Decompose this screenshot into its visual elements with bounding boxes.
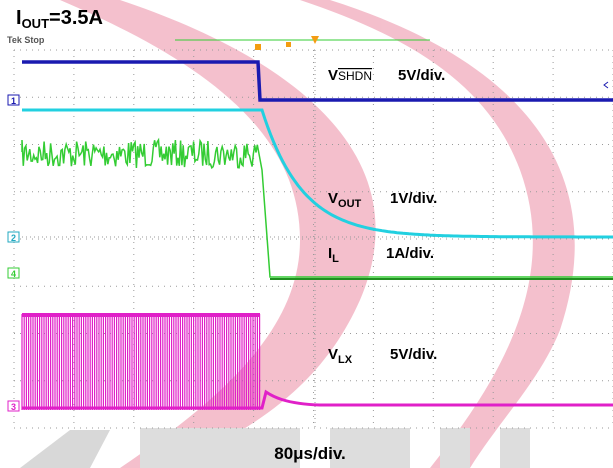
trace-scale: 1A/div. <box>386 245 434 262</box>
channel-marker-box <box>7 231 20 243</box>
title: IOUT=3.5A <box>16 7 103 31</box>
trace-label: VLX <box>328 346 353 366</box>
trace-signal: LX <box>338 354 353 366</box>
trace-symbol: I <box>328 245 332 262</box>
trace-scale: 5V/div. <box>398 67 445 84</box>
channel-marker: 1 <box>11 96 16 106</box>
trace-scale: 5V/div. <box>390 346 437 363</box>
trigger-marker <box>286 42 291 47</box>
trace-signal: L <box>332 253 339 265</box>
trace-symbol: V <box>328 67 338 84</box>
channel-marker-box <box>7 94 20 106</box>
channel-marker-box <box>7 267 20 279</box>
channel-marker: 4 <box>11 269 16 279</box>
trace-symbol: V <box>328 190 338 207</box>
lx-band <box>22 313 260 317</box>
trace-signal: OUT <box>338 198 362 210</box>
title-main: I <box>16 7 22 29</box>
channel-marker: 2 <box>11 233 16 243</box>
trace-signal: SHDN <box>338 69 372 83</box>
waveforms <box>21 60 613 410</box>
trigger-marker <box>255 44 261 50</box>
trigger-position <box>311 36 319 44</box>
shdn-marker <box>603 81 609 89</box>
trace-label: IL <box>328 245 339 265</box>
status: Tek Stop <box>7 35 45 45</box>
trace-label: VOUT <box>328 190 362 210</box>
vout-wave <box>22 108 613 239</box>
title-rest: =3.5A <box>49 7 103 29</box>
lx-switching <box>21 314 261 410</box>
lx-wave <box>22 389 613 410</box>
shdn-wave <box>22 60 613 102</box>
channel-marker: 3 <box>11 402 16 412</box>
trace-label: VSHDN <box>328 67 372 84</box>
timebase: 80μs/div. <box>274 444 346 463</box>
title-sub: OUT <box>22 16 50 31</box>
trace-symbol: V <box>328 346 338 363</box>
trace-scale: 1V/div. <box>390 190 437 207</box>
il-wave <box>21 137 613 278</box>
channel-marker-box <box>7 400 20 412</box>
watermark <box>20 0 575 468</box>
